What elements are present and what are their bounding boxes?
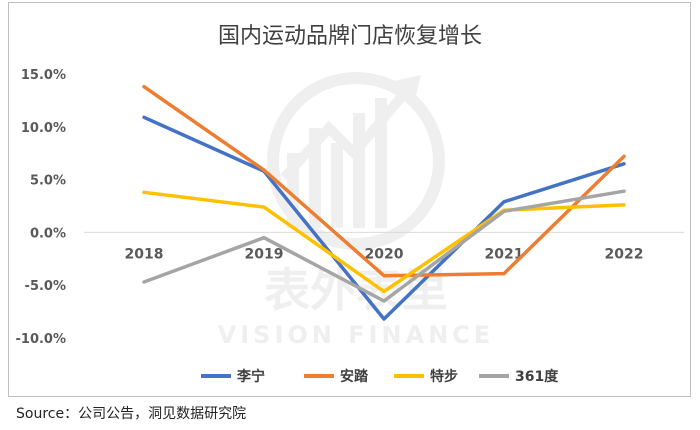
line-chart: 表外表里 VISION FINANCE 国内运动品牌门店恢复增长 -10.0% -…: [16, 24, 684, 385]
y-tick-label: 15.0%: [21, 68, 66, 83]
legend-label: 特步: [430, 368, 458, 385]
series-line-安踏: [142, 84, 626, 278]
y-tick-label: 5.0%: [30, 174, 66, 189]
legend-label: 安踏: [340, 368, 369, 385]
chart-title: 国内运动品牌门店恢复增长: [218, 24, 482, 49]
chart-frame: 表外表里 VISION FINANCE 国内运动品牌门店恢复增长 -10.0% -…: [8, 2, 691, 397]
watermark-logo: 表外表里 VISION FINANCE: [218, 72, 495, 349]
y-tick-label: -5.0%: [25, 279, 66, 294]
x-tick-label: 2021: [485, 246, 524, 262]
y-tick-label: -10.0%: [16, 332, 67, 347]
watermark-en-text: VISION FINANCE: [218, 321, 495, 349]
source-note: Source：公司公告，洞见数据研究院: [16, 406, 247, 422]
series-line-李宁: [142, 115, 626, 321]
x-tick-label: 2018: [125, 246, 164, 262]
x-tick-label: 2022: [605, 246, 644, 262]
legend-label: 361度: [515, 368, 559, 385]
series-line-特步: [142, 190, 626, 294]
x-tick-label: 2020: [365, 246, 404, 262]
y-tick-label: 0.0%: [30, 226, 66, 241]
y-tick-label: 10.0%: [21, 121, 66, 136]
legend-label: 李宁: [236, 368, 265, 385]
series-line-361度: [142, 189, 626, 303]
x-tick-label: 2019: [245, 246, 284, 262]
